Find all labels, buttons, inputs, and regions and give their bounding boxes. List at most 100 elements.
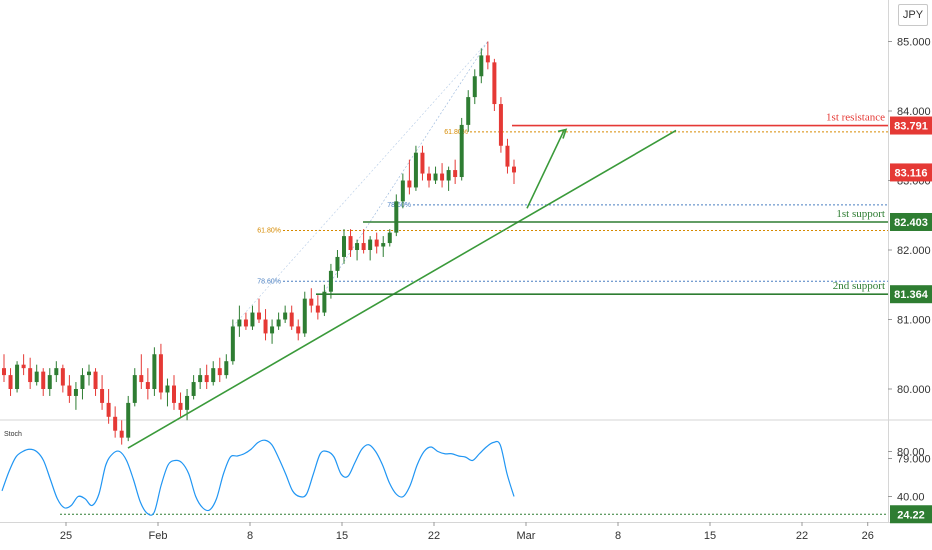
candle-body (315, 305, 320, 313)
candle-body (472, 76, 477, 98)
candle-body (237, 319, 242, 327)
candle-body (198, 375, 203, 383)
projection-arrow-shaft (526, 130, 565, 209)
stoch-line (1, 439, 515, 516)
candle-body (165, 385, 170, 393)
candle (355, 239, 360, 261)
candle (15, 361, 20, 393)
candle (459, 117, 464, 181)
candle-body (407, 180, 412, 188)
candle (106, 389, 111, 424)
candle (8, 368, 13, 396)
candle-body (459, 124, 464, 178)
candle-body (106, 402, 111, 417)
candle-body (276, 319, 281, 327)
candle (152, 347, 157, 396)
fib-level-label: 78.60% (387, 202, 411, 209)
level-price-tag-text: 82.403 (894, 217, 928, 229)
candle-body (479, 55, 484, 77)
candle-body (158, 354, 163, 393)
candle-body (387, 232, 392, 244)
candle-body (498, 104, 503, 146)
candle-body (355, 243, 360, 250)
currency-label[interactable]: JPY (898, 4, 928, 26)
current-price-tag-text: 83.116 (894, 167, 927, 179)
candle (433, 166, 438, 184)
candle (492, 58, 497, 111)
y-tick-label: 81.000 (897, 315, 931, 327)
candle-body (335, 256, 340, 271)
candle-body (413, 152, 418, 188)
candle (145, 368, 150, 400)
candle (204, 364, 209, 389)
y-tick-label: 84.000 (897, 106, 931, 118)
candle-body (172, 385, 176, 403)
candle-body (21, 364, 26, 369)
candle-body (283, 312, 288, 320)
x-tick-label: 22 (428, 530, 440, 542)
candle-body (211, 368, 216, 383)
candle-body (485, 55, 490, 63)
candle (100, 375, 105, 410)
candle (361, 229, 366, 254)
y-tick-label: 79.000 (897, 454, 931, 466)
candle-body (270, 326, 275, 334)
candle-body (8, 375, 13, 389)
candle-body (250, 312, 255, 327)
x-tick-label: 26 (862, 530, 874, 542)
candle (113, 406, 118, 438)
candle-body (394, 201, 399, 233)
candle-body (263, 319, 268, 334)
y-tick-label: 80.000 (897, 384, 931, 396)
candle (427, 166, 431, 188)
candle (479, 48, 484, 84)
candle (217, 357, 222, 383)
candle (73, 382, 78, 410)
candle (440, 163, 445, 188)
candle (381, 236, 386, 257)
candle-body (427, 173, 431, 181)
candle-body (361, 243, 366, 250)
stoch-value-tag (890, 505, 932, 524)
candle (276, 312, 281, 330)
candle (119, 420, 124, 445)
candle (87, 364, 91, 386)
candle (230, 319, 235, 365)
stoch-value-tag-text: 24.22 (897, 509, 925, 521)
candle (289, 305, 294, 330)
candle (34, 364, 39, 386)
candle (224, 354, 229, 379)
candle (407, 159, 412, 195)
candle (270, 319, 275, 344)
candle-body (302, 298, 307, 334)
candle-body (41, 371, 46, 389)
stoch-y-tick-label: 80.00 (897, 447, 925, 459)
x-tick-label: Mar (517, 530, 536, 542)
candle (139, 354, 144, 389)
candle (60, 364, 65, 393)
candle-body (2, 368, 6, 376)
level-price-tag-text: 81.364 (894, 289, 929, 301)
candle (512, 159, 516, 184)
fib-diagonal (324, 41, 489, 292)
candle-body (93, 371, 98, 389)
candle (466, 90, 471, 132)
candle (368, 236, 373, 261)
candle-body (15, 364, 20, 389)
candle (453, 159, 458, 184)
candle (342, 229, 346, 264)
candle (165, 378, 170, 407)
candle (302, 291, 307, 337)
candle-body (492, 62, 497, 105)
candle (446, 166, 451, 191)
candle-body (374, 239, 379, 247)
candle (348, 229, 353, 257)
candle-body (145, 382, 150, 389)
x-tick-label: 15 (704, 530, 716, 542)
candle (158, 343, 163, 400)
fib-level-label: 61.80% (257, 228, 281, 235)
candle-body (381, 243, 386, 247)
level-price-tag (890, 285, 932, 304)
candle (250, 305, 255, 330)
